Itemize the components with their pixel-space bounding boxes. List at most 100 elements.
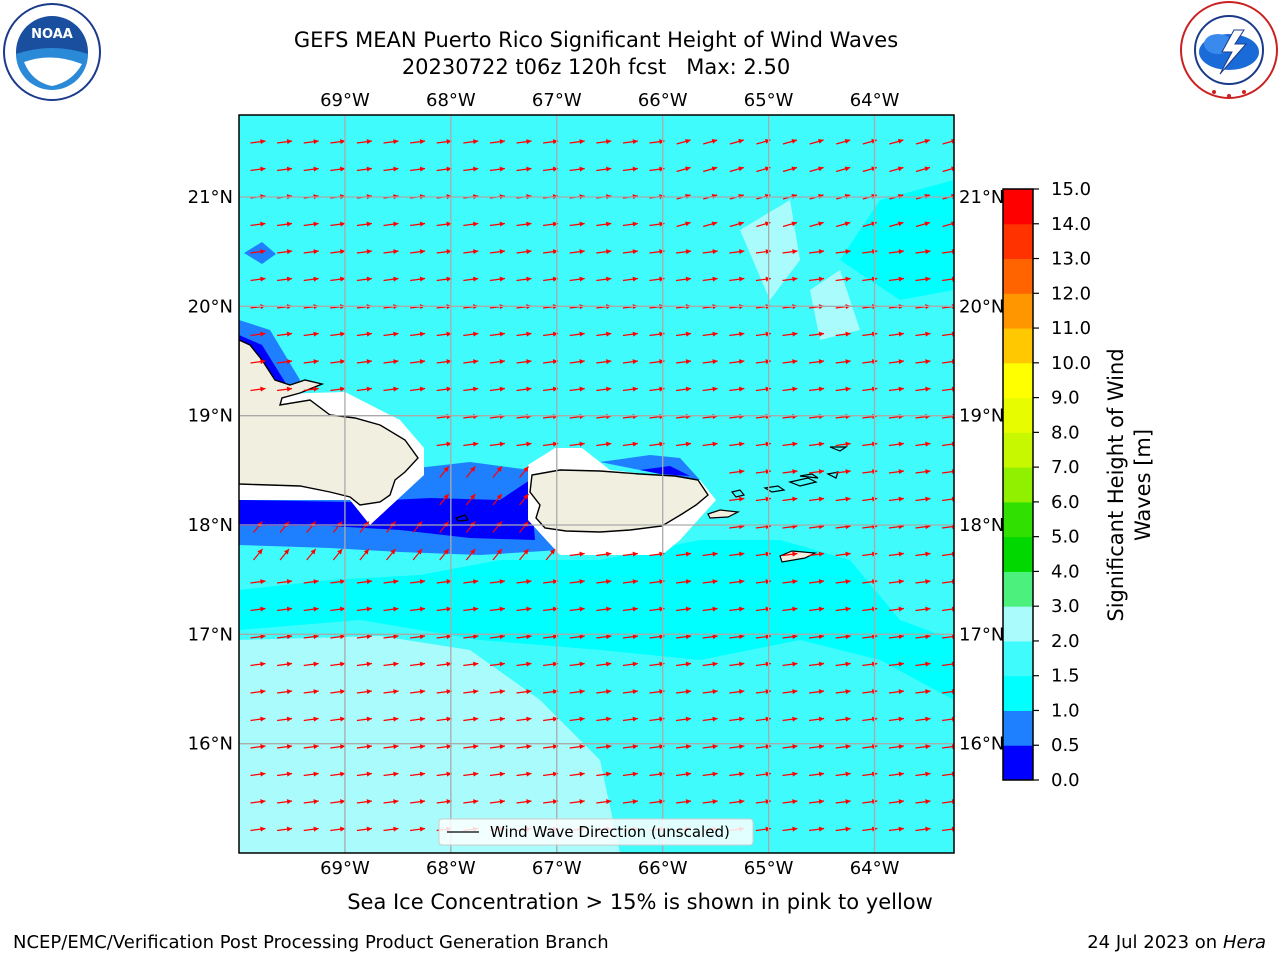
wind-arrow — [277, 221, 293, 227]
wind-arrow — [383, 634, 399, 640]
lat-label-right: 19°N — [959, 406, 1004, 427]
wind-arrow — [383, 661, 399, 667]
wind-arrow — [702, 441, 718, 447]
wind-arrow — [702, 634, 718, 640]
wind-arrow — [489, 331, 505, 337]
wind-arrow — [622, 166, 638, 172]
wind-arrow — [465, 466, 476, 478]
wind-arrow — [410, 359, 426, 365]
wind-arrow — [356, 826, 372, 832]
wind-arrow — [702, 551, 718, 557]
wind-arrow — [330, 359, 346, 365]
wind-arrow — [676, 606, 692, 612]
colorbar-tick-label: 6.0 — [1051, 492, 1080, 513]
wind-arrow — [622, 441, 638, 447]
wind-arrow — [836, 221, 851, 228]
nws-logo-icon — [1180, 1, 1278, 99]
coastline-virgin-islands-2 — [763, 485, 786, 493]
wind-arrow — [250, 249, 266, 255]
wind-arrow — [622, 799, 638, 805]
wind-arrow — [410, 826, 426, 832]
wind-arrow — [277, 744, 293, 750]
tick-labels: 69°W 69°W 68°W 68°W 67°W 67°W 66°W 66°W 65°W 65°W… — [188, 90, 1005, 879]
wind-arrow — [835, 496, 851, 502]
wind-arrow — [782, 496, 798, 502]
wind-arrow — [729, 249, 745, 255]
wind-arrow — [356, 139, 372, 145]
wind-arrow — [782, 799, 798, 805]
wind-arrow — [596, 386, 612, 392]
wind-arrow — [410, 606, 426, 612]
wind-arrow — [436, 359, 452, 365]
wind-arrow — [463, 661, 479, 667]
wind-arrow — [439, 548, 450, 561]
lat-label-left: 19°N — [188, 406, 233, 427]
wind-arrow — [915, 634, 931, 640]
colorbar-segment — [1003, 536, 1033, 572]
wind-arrow — [835, 606, 851, 612]
wind-arrow — [303, 166, 319, 172]
run-time: 20230722 t06z 120h fcst — [401, 55, 667, 79]
wind-arrow — [543, 331, 559, 337]
wind-arrow — [516, 716, 532, 722]
wind-arrow — [303, 771, 319, 777]
colorbar-segment — [1003, 293, 1033, 329]
wind-arrow — [702, 331, 718, 337]
wind-arrow — [888, 661, 904, 667]
wind-arrow — [436, 689, 452, 695]
wind-arrow — [412, 548, 423, 561]
wind-arrow — [303, 139, 319, 145]
wind-arrow — [888, 249, 904, 255]
wind-arrow — [915, 138, 931, 145]
wind-arrow — [809, 249, 825, 255]
wind-arrow — [915, 386, 931, 392]
wind-arrow — [330, 139, 346, 145]
wind-arrow — [596, 716, 612, 722]
wind-arrow — [463, 331, 479, 337]
wind-arrow — [729, 771, 745, 777]
wind-arrow — [383, 221, 399, 227]
wind-arrow — [356, 661, 372, 667]
wind-arrow — [782, 606, 798, 612]
lon-label-top: 67°W — [532, 90, 582, 111]
wind-arrow — [888, 551, 904, 557]
wind-arrow — [676, 441, 692, 447]
lon-label-bottom: 69°W — [320, 858, 370, 879]
colorbar-tick-label: 10.0 — [1051, 353, 1091, 374]
wind-arrow — [809, 221, 824, 228]
wind-arrow — [809, 469, 825, 475]
wind-arrow — [463, 579, 479, 585]
wind-arrow — [356, 359, 372, 365]
colorbar-segment — [1003, 432, 1033, 468]
wind-arrow — [915, 606, 931, 612]
wind-arrow — [703, 221, 718, 228]
wind-arrow — [463, 799, 479, 805]
lon-label-bottom: 65°W — [744, 858, 794, 879]
wind-arrow — [702, 661, 718, 667]
noaa-logo-icon: NOAA — [3, 3, 101, 101]
wind-arrow — [676, 799, 692, 805]
wind-arrow — [729, 441, 745, 447]
wind-arrow — [836, 138, 851, 145]
wind-arrow — [809, 138, 824, 145]
wind-arrow — [703, 166, 718, 173]
wind-arrow — [330, 249, 346, 255]
wind-arrow — [915, 799, 931, 805]
wind-arrow — [782, 276, 798, 282]
wind-arrow — [250, 826, 266, 832]
wind-arrow — [729, 634, 745, 640]
wind-arrow — [702, 386, 718, 392]
wind-arrow — [809, 166, 824, 173]
wind-arrow — [519, 548, 529, 561]
wind-arrow — [809, 496, 825, 502]
wind-arrow — [596, 689, 612, 695]
wind-arrow — [569, 799, 585, 805]
wind-arrow — [356, 606, 372, 612]
wind-arrow — [569, 716, 585, 722]
wind-arrow — [489, 634, 505, 640]
wind-arrow — [383, 771, 399, 777]
wind-arrow — [888, 359, 904, 365]
gridlines — [239, 115, 954, 853]
colorbar-segment — [1003, 571, 1033, 607]
wind-arrow — [410, 799, 426, 805]
